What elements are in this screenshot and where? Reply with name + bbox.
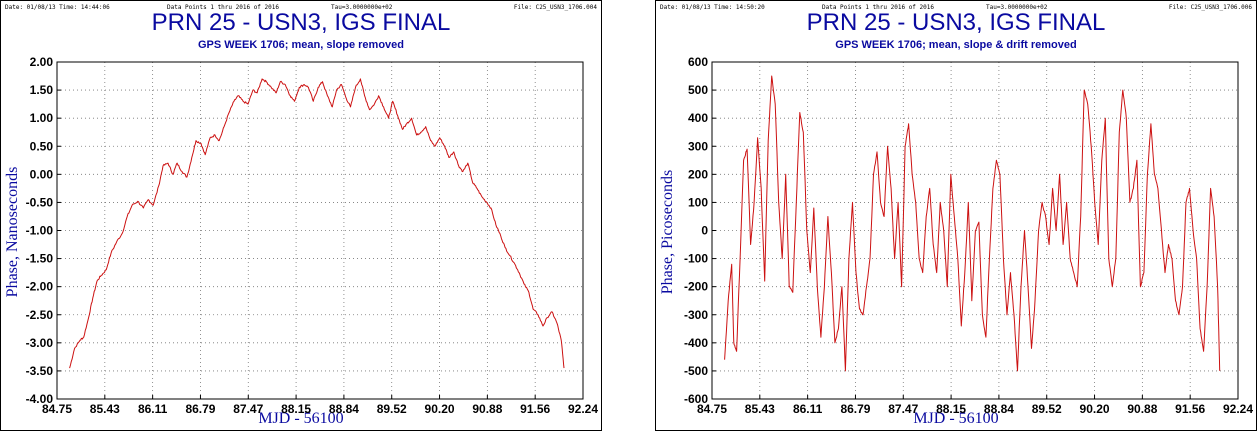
y-tick-label: -600 [684, 392, 708, 406]
x-tick-label: 84.75 [697, 402, 727, 416]
y-tick-label: -4.00 [26, 392, 54, 406]
y-tick-label: -3.50 [26, 364, 54, 378]
y-tick-label: 1.00 [30, 111, 54, 125]
x-tick-label: 89.52 [377, 402, 407, 416]
x-tick-label: 90.20 [425, 402, 455, 416]
y-tick-label: -400 [684, 336, 708, 350]
y-tick-label: -300 [684, 308, 708, 322]
x-tick-label: 86.11 [793, 402, 823, 416]
x-tick-label: 85.43 [745, 402, 775, 416]
y-tick-label: -2.50 [26, 308, 54, 322]
series-line [724, 75, 1221, 372]
header-tau: Tau=3.0000000e+02 [331, 4, 393, 11]
x-tick-label: 87.47 [233, 402, 263, 416]
y-tick-label: 300 [688, 139, 708, 153]
x-tick-label: 86.79 [840, 402, 870, 416]
chart-title: PRN 25 - USN3, IGS FINAL [151, 9, 451, 36]
header-date: Date: 01/08/13 Time: 14:50:20 [660, 4, 765, 11]
x-tick-label: 86.11 [138, 402, 168, 416]
chart-title: PRN 25 - USN3, IGS FINAL [806, 9, 1106, 36]
y-tick-label: 0.00 [30, 167, 54, 181]
header-tau: Tau=3.0000000e+02 [986, 4, 1048, 11]
x-tick-label: 85.43 [90, 402, 120, 416]
header-file: File: C25_USN3_1706.006 [1168, 4, 1252, 11]
y-tick-label: 2.00 [30, 55, 54, 69]
y-tick-label: 600 [688, 55, 708, 69]
chart-subtitle: GPS WEEK 1706; mean, slope & drift remov… [835, 39, 1077, 51]
x-tick-label: 89.52 [1032, 402, 1062, 416]
y-tick-label: -3.00 [26, 336, 54, 350]
y-tick-label: 100 [688, 195, 708, 209]
y-tick-label: 400 [688, 111, 708, 125]
y-tick-label: -100 [684, 252, 708, 266]
x-tick-label: 84.75 [42, 402, 72, 416]
y-tick-label: 500 [688, 83, 708, 97]
x-tick-label: 86.79 [185, 402, 215, 416]
chart-panel-phase-nanoseconds: Date: 01/08/13 Time: 14:44:06 Data Point… [0, 0, 602, 431]
y-tick-label: 0.50 [30, 139, 54, 153]
x-tick-label: 91.56 [1175, 402, 1205, 416]
y-tick-label: -2.00 [26, 280, 54, 294]
x-tick-label: 92.24 [568, 402, 598, 416]
x-tick-label: 88.84 [984, 402, 1014, 416]
x-tick-label: 88.15 [936, 402, 966, 416]
plot-frame [56, 61, 584, 400]
header-file: File: C25_USN3_1706.004 [513, 4, 597, 11]
chart-panel-phase-picoseconds: Date: 01/08/13 Time: 14:50:20 Data Point… [655, 0, 1257, 431]
y-tick-label: -1.50 [26, 252, 54, 266]
y-tick-label: -500 [684, 364, 708, 378]
plot-area: 2.00 1.50 1.00 0.50 0.00 -0.50 -1.00 -1.50 -2.00… [26, 55, 599, 416]
x-axis-label: MJD - 56100 [913, 410, 999, 427]
series-line [69, 78, 565, 369]
x-tick-label: 87.47 [888, 402, 918, 416]
chart-subtitle: GPS WEEK 1706; mean, slope removed [197, 39, 405, 51]
y-tick-label: 200 [688, 167, 708, 181]
header-date: Date: 01/08/13 Time: 14:44:06 [5, 4, 110, 11]
x-tick-label: 91.56 [520, 402, 550, 416]
x-tick-label: 88.84 [329, 402, 359, 416]
x-tick-label: 92.24 [1223, 402, 1253, 416]
plot-area: 600 500 400 300 200 100 0 -100 -200 -300 -400 -500 -… [684, 55, 1253, 416]
x-tick-label: 88.15 [281, 402, 311, 416]
y-tick-label: 1.50 [30, 83, 54, 97]
header-points: Data Points 1 thru 2016 of 2016 [167, 4, 279, 11]
x-tick-label: 90.88 [472, 402, 502, 416]
y-tick-label: -1.00 [26, 224, 54, 238]
y-tick-label: -0.50 [26, 195, 54, 209]
x-tick-label: 90.20 [1080, 402, 1110, 416]
y-tick-label: 0 [701, 224, 708, 238]
x-tick-label: 90.88 [1127, 402, 1157, 416]
y-tick-label: -200 [684, 280, 708, 294]
header-points: Data Points 1 thru 2016 of 2016 [822, 4, 934, 11]
x-axis-label: MJD - 56100 [258, 410, 344, 427]
